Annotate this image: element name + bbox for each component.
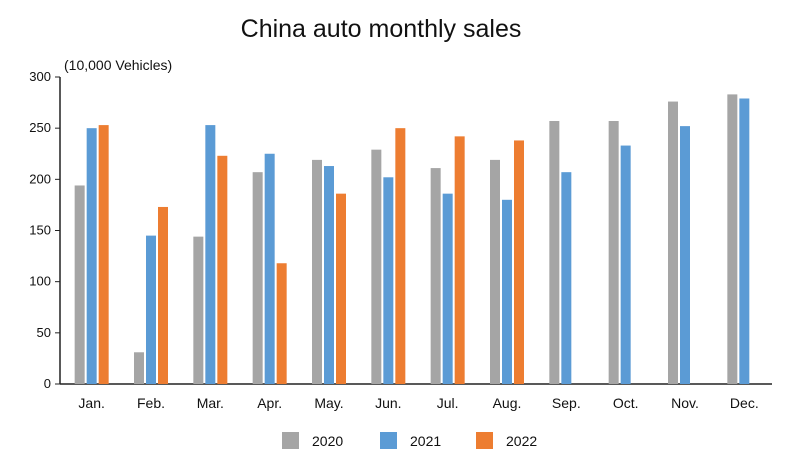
bar-2021-6	[383, 177, 394, 384]
x-tick-label: Feb.	[137, 395, 165, 411]
bar-2021-5	[324, 166, 334, 384]
x-tick-label: Nov.	[671, 395, 699, 411]
bar-2022-1	[98, 125, 109, 384]
legend-label-2022: 2022	[506, 433, 537, 449]
x-tick-label: Mar.	[197, 395, 224, 411]
bar-2020-2	[134, 352, 144, 384]
bar-2021-11	[680, 126, 690, 385]
legend-swatch-2022	[476, 432, 493, 449]
bar-2022-3	[217, 155, 228, 384]
bar-2022-2	[158, 206, 168, 384]
legend-label-2021: 2021	[410, 433, 441, 449]
bar-2021-9	[561, 172, 572, 384]
bar-2020-3	[193, 236, 204, 384]
bar-2020-5	[312, 159, 322, 384]
y-tick-label: 150	[29, 223, 51, 238]
x-tick-label: Dec.	[730, 395, 759, 411]
x-tick-label: Sep.	[552, 395, 581, 411]
x-tick-label: May.	[314, 395, 343, 411]
bar-2021-10	[620, 145, 631, 384]
x-tick-label: Jan.	[78, 395, 104, 411]
bar-2020-10	[608, 121, 619, 385]
bar-2020-4	[252, 172, 263, 384]
bar-2020-8	[490, 159, 500, 384]
x-axis-ticks: Jan. Feb. Mar. Apr. May. Jun. Jul. Aug. Sep. Oct.…	[78, 395, 758, 411]
bar-2022-7	[454, 136, 465, 384]
bars	[74, 94, 750, 385]
bar-2021-12	[739, 98, 750, 385]
bar-2021-4	[264, 153, 275, 384]
bar-2020-6	[371, 149, 382, 384]
y-tick-label: 250	[29, 120, 51, 135]
bar-2021-3	[205, 125, 216, 384]
x-tick-label: Apr.	[257, 395, 282, 411]
y-tick-label: 100	[29, 274, 51, 289]
y-tick-label: 200	[29, 171, 51, 186]
y-tick-label: 0	[44, 376, 51, 391]
legend-swatch-2021	[380, 432, 397, 449]
chart-title: China auto monthly sales	[241, 15, 522, 43]
x-tick-label: Jul.	[437, 395, 459, 411]
y-axis-unit-label: (10,000 Vehicles)	[64, 57, 172, 73]
bar-2020-7	[430, 168, 441, 384]
bar-2022-4	[276, 263, 287, 384]
bar-2021-1	[86, 128, 97, 384]
legend: 2020 2021 2022	[282, 432, 537, 449]
bar-2021-7	[442, 193, 453, 384]
bar-2020-12	[727, 94, 738, 384]
bar-2021-2	[146, 235, 156, 384]
bar-2021-8	[502, 199, 512, 384]
bar-2022-6	[395, 128, 406, 384]
bar-2022-5	[336, 193, 346, 384]
y-axis-ticks: 0 50 100 150 200 250 300	[29, 69, 60, 391]
legend-swatch-2020	[282, 432, 299, 449]
x-tick-label: Jun.	[375, 395, 401, 411]
x-tick-label: Aug.	[493, 395, 522, 411]
bar-2020-1	[74, 185, 85, 384]
y-tick-label: 300	[29, 69, 51, 84]
legend-label-2020: 2020	[312, 433, 343, 449]
bar-2020-9	[549, 121, 560, 385]
y-tick-label: 50	[37, 325, 51, 340]
x-tick-label: Oct.	[613, 395, 639, 411]
bar-2020-11	[668, 101, 678, 384]
bar-2022-8	[514, 140, 524, 384]
